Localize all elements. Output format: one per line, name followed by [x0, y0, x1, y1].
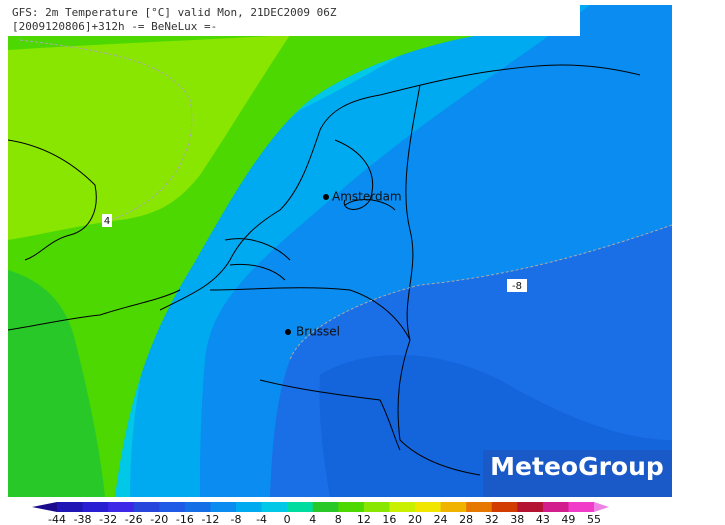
border [209, 287, 411, 451]
colorbar-label: -16 [176, 513, 194, 525]
colorbar-swatch [568, 502, 595, 512]
logo-box [483, 450, 672, 497]
colorbar-swatch [236, 502, 263, 512]
colorbar-end [32, 502, 57, 512]
colorbar-label: -20 [150, 513, 168, 525]
colorbar-label: 0 [284, 513, 291, 525]
city-label: Amsterdam [332, 190, 402, 204]
colorbar-label: 12 [357, 513, 371, 525]
colorbar-swatch [184, 502, 211, 512]
colorbar-swatch [312, 502, 339, 512]
colorbar-label: 38 [510, 513, 524, 525]
map: Amsterdam Brussel 4 -8 MeteoGroup [7, 5, 673, 497]
contour-label: 4 [104, 216, 110, 227]
city-dot [323, 194, 329, 200]
colorbar-label: 28 [459, 513, 473, 525]
colorbar-swatch [82, 502, 109, 512]
colorbar-swatch [517, 502, 544, 512]
colorbar-label: 16 [382, 513, 396, 525]
colorbar-swatch [466, 502, 493, 512]
colorbar-swatch [133, 502, 160, 512]
colorbar-swatch [261, 502, 288, 512]
colorbar-swatch [287, 502, 314, 512]
header-line: [2009120806]+312h -= BeNeLux =- [12, 20, 217, 33]
colorbar-label: -12 [201, 513, 219, 525]
header-box [8, 5, 580, 36]
colorbar-label: 4 [309, 513, 316, 525]
colorbar-swatch [542, 502, 569, 512]
colorbar-swatch [491, 502, 518, 512]
contour-label: -8 [512, 281, 522, 292]
colorbar-label: 43 [536, 513, 550, 525]
coastline [334, 139, 396, 211]
colorbar-swatch [415, 502, 442, 512]
colorbar-label: 24 [434, 513, 448, 525]
colorbar-label: 20 [408, 513, 422, 525]
border [397, 84, 481, 476]
colorbar-swatch [210, 502, 237, 512]
city-dot [285, 329, 291, 335]
colorbar-swatch [363, 502, 390, 512]
colorbar-swatch [108, 502, 135, 512]
header-line: GFS: 2m Temperature [°C] valid Mon, 21DE… [12, 6, 337, 19]
contour-label-box [507, 279, 527, 292]
zone [8, 270, 105, 497]
colorbar-label: 32 [485, 513, 499, 525]
contour-line [19, 39, 193, 221]
colorbar-label: -26 [125, 513, 143, 525]
colorbar-label: -38 [74, 513, 92, 525]
contour-line [289, 224, 673, 361]
colorbar-label: 55 [587, 513, 601, 525]
colorbar-label: 49 [561, 513, 575, 525]
city-label: Brussel [296, 325, 340, 339]
coastlines [7, 64, 641, 476]
colorbar-label: -44 [48, 513, 66, 525]
colorbar-swatch [338, 502, 365, 512]
colorbar-label: -8 [231, 513, 242, 525]
contours [19, 39, 673, 361]
colorbar-swatch [389, 502, 416, 512]
zone [8, 35, 290, 240]
coastline [224, 238, 291, 281]
colorbar-label: -32 [99, 513, 117, 525]
coastline [7, 139, 181, 331]
colorbar-swatch [440, 502, 467, 512]
colorbar-label: 8 [335, 513, 342, 525]
contour-label-box [102, 214, 112, 227]
colorbar: -44 -38 -32 -26 -20 -16 -12 -8 -4 0 4 8 12 16 20 24 28 32… [32, 502, 609, 525]
logo: MeteoGroup [490, 452, 664, 481]
colorbar-swatch [159, 502, 186, 512]
colorbar-label: -4 [256, 513, 267, 525]
colorbar-end [594, 502, 609, 512]
coastline [159, 64, 641, 311]
colorbar-swatch [57, 502, 84, 512]
